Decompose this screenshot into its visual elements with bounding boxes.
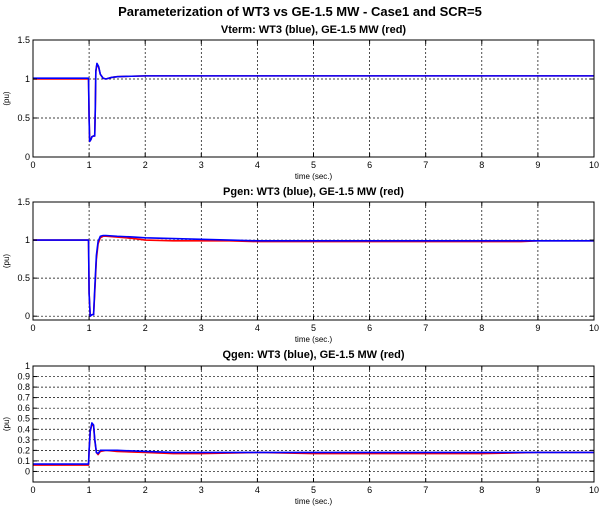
vterm-ytick-label: 0.5 [17, 113, 30, 123]
vterm-chart: Vterm: WT3 (blue), GE-1.5 MW (red) 0 1 2 3 4 5… [2, 24, 599, 181]
qgen-ytick-label: 0.7 [17, 393, 30, 403]
qgen-xtick-label: 4 [255, 485, 260, 495]
pgen-xtick-label: 0 [30, 323, 35, 333]
pgen-xtick-label: 2 [143, 323, 148, 333]
pgen-title: Pgen: WT3 (blue), GE-1.5 MW (red) [223, 186, 404, 198]
vterm-title: Vterm: WT3 (blue), GE-1.5 MW (red) [221, 24, 407, 36]
qgen-ytick-label: 0.5 [17, 414, 30, 424]
vterm-ylabel: (pu) [2, 91, 11, 106]
pgen-xtick-label: 6 [367, 323, 372, 333]
pgen-plot-area [33, 202, 594, 320]
qgen-ytick-label: 0.1 [17, 456, 30, 466]
pgen-chart: Pgen: WT3 (blue), GE-1.5 MW (red) 0 1 2 3 4 5 6… [2, 186, 599, 344]
qgen-xtick-label: 7 [423, 485, 428, 495]
vterm-ytick-label: 1 [25, 74, 30, 84]
vterm-xtick-label: 10 [589, 160, 599, 170]
pgen-ytick-label: 1 [25, 235, 30, 245]
pgen-xtick-label: 5 [311, 323, 316, 333]
qgen-xlabel: time (sec.) [295, 497, 333, 506]
vterm-xtick-label: 5 [311, 160, 316, 170]
vterm-series-wt3-line [33, 62, 594, 143]
qgen-xtick-label: 3 [199, 485, 204, 495]
qgen-ytick-label: 0.9 [17, 372, 30, 382]
qgen-ytick-label: 0 [25, 466, 30, 476]
qgen-ytick-label: 0.4 [17, 424, 30, 434]
qgen-xtick-label: 6 [367, 485, 372, 495]
pgen-xtick-label: 4 [255, 323, 260, 333]
qgen-xtick-label: 10 [589, 485, 599, 495]
qgen-ytick-label: 0.6 [17, 403, 30, 413]
vterm-xtick-label: 4 [255, 160, 260, 170]
qgen-ytick-label: 0.3 [17, 435, 30, 445]
qgen-xtick-label: 5 [311, 485, 316, 495]
vterm-xtick-label: 9 [535, 160, 540, 170]
qgen-ytick-label: 1 [25, 361, 30, 371]
vterm-xtick-label: 6 [367, 160, 372, 170]
qgen-xtick-label: 9 [535, 485, 540, 495]
qgen-xtick-label: 1 [87, 485, 92, 495]
pgen-xtick-label: 3 [199, 323, 204, 333]
vterm-ytick-label: 0 [25, 152, 30, 162]
pgen-xtick-label: 1 [87, 323, 92, 333]
qgen-xtick-label: 0 [30, 485, 35, 495]
vterm-xtick-label: 7 [423, 160, 428, 170]
pgen-xtick-label: 9 [535, 323, 540, 333]
qgen-ytick-label: 0.8 [17, 382, 30, 392]
pgen-xtick-label: 10 [589, 323, 599, 333]
vterm-xtick-label: 0 [30, 160, 35, 170]
vterm-xtick-label: 1 [87, 160, 92, 170]
vterm-xtick-label: 3 [199, 160, 204, 170]
qgen-xtick-label: 2 [143, 485, 148, 495]
pgen-xlabel: time (sec.) [295, 335, 333, 344]
qgen-series-wt3-line [33, 422, 594, 465]
qgen-title: Qgen: WT3 (blue), GE-1.5 MW (red) [222, 349, 404, 361]
qgen-ytick-label: 0.2 [17, 445, 30, 455]
vterm-ytick-label: 1.5 [17, 35, 30, 45]
pgen-xtick-label: 7 [423, 323, 428, 333]
pgen-ytick-label: 0 [25, 311, 30, 321]
vterm-xtick-label: 8 [479, 160, 484, 170]
qgen-chart: Qgen: WT3 (blue), GE-1.5 MW (red) 0 1 2 3 4 5 6… [2, 349, 599, 506]
vterm-xlabel: time (sec.) [295, 172, 333, 181]
pgen-ytick-label: 1.5 [17, 197, 30, 207]
pgen-xtick-label: 8 [479, 323, 484, 333]
pgen-series-wt3-line [33, 234, 594, 317]
qgen-ylabel: (pu) [2, 417, 11, 432]
qgen-xtick-label: 8 [479, 485, 484, 495]
vterm-xtick-label: 2 [143, 160, 148, 170]
pgen-ylabel: (pu) [2, 254, 11, 269]
pgen-ytick-label: 0.5 [17, 273, 30, 283]
figure-title: Parameterization of WT3 vs GE-1.5 MW - C… [118, 4, 482, 19]
